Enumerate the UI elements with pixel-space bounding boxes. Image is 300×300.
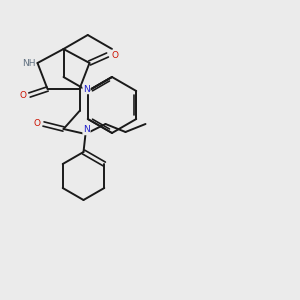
Text: O: O xyxy=(19,91,26,100)
Text: O: O xyxy=(111,50,118,59)
Text: N: N xyxy=(83,85,90,94)
Text: N: N xyxy=(83,125,90,134)
Text: NH: NH xyxy=(22,58,35,68)
Text: O: O xyxy=(33,118,40,127)
